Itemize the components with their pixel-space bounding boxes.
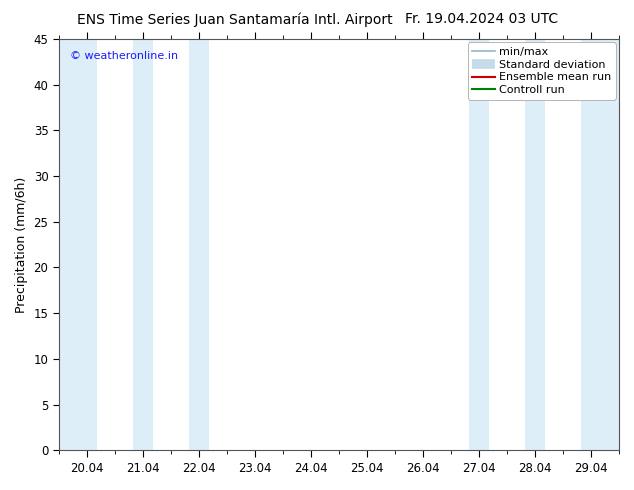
Bar [581,39,619,450]
Bar [525,39,545,450]
Bar [469,39,489,450]
Bar [59,39,97,450]
Text: ENS Time Series Juan Santamaría Intl. Airport: ENS Time Series Juan Santamaría Intl. Ai… [77,12,392,27]
Text: Fr. 19.04.2024 03 UTC: Fr. 19.04.2024 03 UTC [405,12,559,26]
Text: © weatheronline.in: © weatheronline.in [70,51,178,61]
Legend: min/max, Standard deviation, Ensemble mean run, Controll run: min/max, Standard deviation, Ensemble me… [468,43,616,99]
Y-axis label: Precipitation (mm/6h): Precipitation (mm/6h) [15,176,28,313]
Bar [133,39,153,450]
Bar [189,39,209,450]
Bar [77,39,97,450]
